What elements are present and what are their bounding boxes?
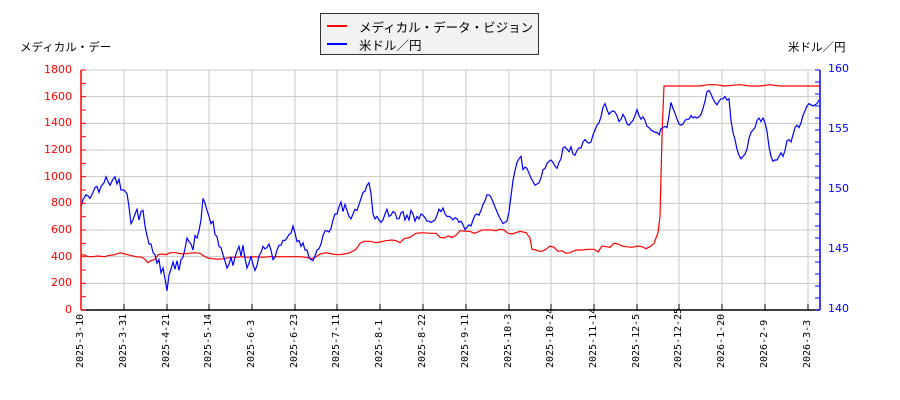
x-tick-label: 2025-8-1 bbox=[374, 319, 385, 368]
left-tick-label: 1600 bbox=[44, 89, 72, 103]
left-tick-label: 1400 bbox=[44, 116, 72, 130]
left-tick-label: 200 bbox=[51, 276, 72, 290]
series-lines bbox=[80, 84, 820, 291]
x-tick-label: 2025-12-5 bbox=[631, 313, 642, 368]
left-tick-label: 400 bbox=[51, 249, 72, 263]
legend-swatch-blue bbox=[327, 43, 347, 45]
legend-label: メディカル・データ・ビジョン bbox=[359, 19, 534, 35]
x-tick-label: 2025-5-14 bbox=[203, 313, 214, 368]
x-tick-label: 2026-3-3 bbox=[802, 319, 813, 368]
x-tick-label: 2026-2-9 bbox=[759, 319, 770, 368]
x-tick-label: 2025-6-3 bbox=[246, 319, 257, 368]
x-tick-label: 2025-11-14 bbox=[588, 307, 599, 368]
axes bbox=[80, 69, 821, 311]
left-tick-label: 800 bbox=[51, 196, 72, 210]
x-tick-label: 2025-8-22 bbox=[417, 313, 428, 368]
right-tick-label: 155 bbox=[828, 122, 849, 135]
left-tick-label: 1800 bbox=[44, 63, 72, 76]
x-tick-label: 2025-6-23 bbox=[289, 313, 300, 368]
right-tick-label: 150 bbox=[828, 182, 849, 195]
legend-item-medical-data-vision: メディカル・データ・ビジョン bbox=[327, 17, 533, 35]
x-tick-label: 2025-4-21 bbox=[161, 313, 172, 368]
right-tick-label: 140 bbox=[828, 302, 849, 315]
legend-swatch-red bbox=[327, 25, 347, 27]
legend-label: 米ドル／円 bbox=[359, 37, 422, 53]
legend: メディカル・データ・ビジョン 米ドル／円 bbox=[320, 13, 539, 55]
x-tick-label: 2025-10-24 bbox=[545, 307, 556, 368]
series-line-medical-data-vision bbox=[80, 84, 820, 264]
left-tick-label: 600 bbox=[51, 223, 72, 236]
left-tick-label: 1200 bbox=[44, 143, 72, 156]
x-tick-label: 2025-10-3 bbox=[503, 313, 514, 368]
grid-lines bbox=[81, 69, 820, 310]
x-tick-label: 2025-3-31 bbox=[118, 313, 129, 368]
right-axis-title: 米ドル／円 bbox=[788, 40, 846, 54]
series-line-usd-jpy bbox=[80, 89, 820, 291]
left-axis-title: メディカル・デー bbox=[20, 40, 112, 54]
x-tick-label: 2025-9-11 bbox=[460, 313, 471, 368]
legend-item-usd-jpy: 米ドル／円 bbox=[327, 35, 422, 53]
left-tick-label: 1000 bbox=[44, 169, 72, 183]
x-tick-label: 2025-7-11 bbox=[331, 313, 342, 368]
x-tick-label: 2025-12-25 bbox=[673, 307, 684, 368]
right-tick-label: 160 bbox=[828, 62, 849, 75]
x-tick-label: 2025-3-10 bbox=[75, 313, 86, 368]
right-tick-label: 145 bbox=[828, 242, 849, 255]
x-tick-label: 2026-1-20 bbox=[716, 313, 727, 368]
left-tick-label: 0 bbox=[65, 303, 72, 316]
